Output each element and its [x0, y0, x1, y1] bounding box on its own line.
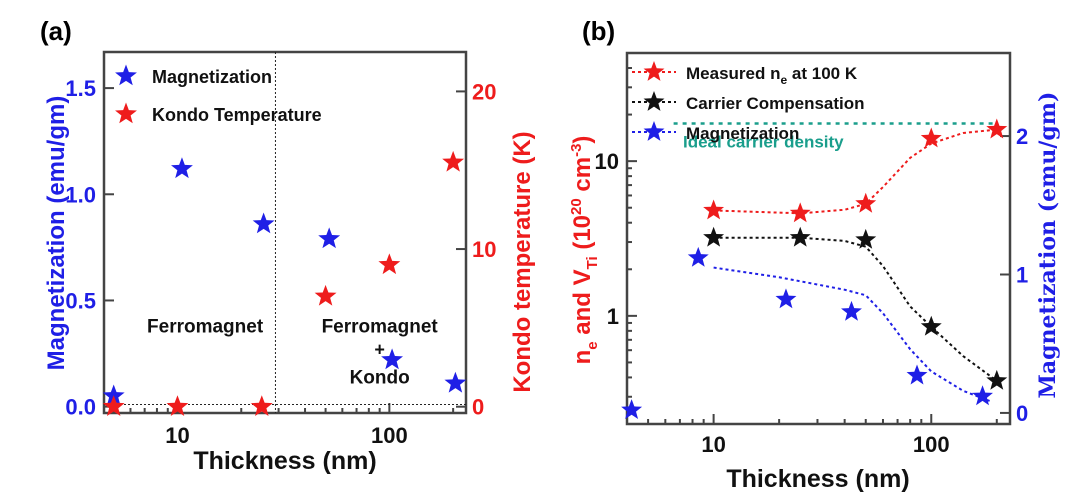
- kondo-temperature-point: [250, 395, 273, 416]
- magnetization-point: [102, 384, 125, 406]
- panel-b-trend-line: [713, 128, 997, 215]
- panel-a-legend-marker: [115, 64, 137, 86]
- panel-b-ylabel-part: (10: [569, 215, 596, 256]
- panel-b-legend-marker: [643, 121, 665, 141]
- measured-ne-point: [986, 118, 1008, 139]
- panel-a-annotation: Ferromagnet: [147, 316, 264, 337]
- panel-a-annotation: +: [374, 340, 385, 360]
- magnetization-point: [171, 157, 193, 179]
- kondo-temperature-point: [166, 395, 189, 416]
- panel-a: (a) 10 100 0.0 0.5 1.0 1.5 0 10 20 Ferromagnet Fe…: [40, 16, 536, 475]
- panel-a-y-left-tick-label: 1.0: [65, 182, 96, 207]
- panel-a-legend: Magnetization Kondo Temperature: [115, 64, 322, 125]
- panel-b-y-right-tick-label: 0: [1016, 401, 1028, 426]
- panel-b-label: (b): [582, 16, 615, 46]
- panel-b-x-tick-label: 100: [913, 432, 950, 457]
- kondo-temperature-point: [378, 253, 401, 275]
- kondo-temperature-point: [102, 395, 125, 416]
- magnetization-point: [318, 227, 341, 249]
- panel-b-ylabel-right: Magnetization (emu/gm): [1035, 92, 1061, 399]
- carrier-compensation-point: [703, 226, 725, 247]
- carrier-compensation-point: [920, 315, 942, 336]
- panel-a-x-tick-label: 100: [371, 423, 408, 448]
- panel-b-legend-suffix: at 100 K: [787, 64, 858, 83]
- measured-ne-point: [703, 199, 725, 220]
- magnetization-point: [972, 385, 993, 406]
- panel-a-annotation: Ferromagnet: [322, 316, 439, 337]
- magnetization-point: [775, 288, 797, 309]
- panel-b-legend: Measured ne at 100 K Carrier Compensation…: [632, 61, 865, 143]
- magnetization-point: [841, 300, 862, 321]
- panel-b-legend-marker: [643, 91, 665, 111]
- panel-b-legend-label: Measured ne at 100 K: [686, 64, 858, 87]
- panel-a-y-right-tick-label: 0: [472, 395, 484, 420]
- panel-a-frame: [102, 50, 468, 415]
- panel-b-x-tick-label: 10: [701, 432, 725, 457]
- panel-b-legend-subscript: e: [780, 73, 787, 87]
- ideal-carrier-density-label: Ideal carrier density: [683, 133, 844, 152]
- magnetization-point: [687, 246, 709, 267]
- panel-a-legend-label: Magnetization: [152, 67, 272, 87]
- magnetization-point: [381, 348, 404, 370]
- panel-b-ylabel-part: e: [584, 341, 601, 349]
- panel-a-label: (a): [40, 16, 72, 46]
- magnetization-point: [444, 371, 467, 393]
- carrier-compensation-point: [789, 226, 811, 247]
- carrier-compensation-point: [986, 369, 1008, 390]
- magnetization-point: [906, 364, 928, 385]
- panel-a-ylabel-right: Kondo temperature (K): [509, 131, 536, 392]
- panel-b-legend-marker: [643, 61, 665, 81]
- panel-b-ylabel-left: ne and VTi (1020 cm-3): [568, 136, 601, 365]
- panel-b-ylabel-part: -3: [568, 144, 585, 157]
- magnetization-point: [621, 399, 643, 420]
- panel-b-frame: [625, 51, 1012, 426]
- panel-b-ylabel-part: ): [569, 136, 596, 144]
- panel-b-legend-label: Magnetization: [686, 124, 799, 143]
- magnetization-point: [252, 212, 275, 234]
- measured-ne-point: [855, 192, 877, 213]
- kondo-temperature-point: [442, 150, 465, 172]
- panel-a-legend-label: Kondo Temperature: [152, 105, 322, 125]
- panel-a-y-right-tick-label: 10: [472, 237, 496, 262]
- panel-b-ylabel-part: and V: [569, 269, 596, 341]
- panel-b-ylabel-part: cm: [569, 157, 596, 198]
- panel-a-legend-marker: [115, 102, 137, 124]
- panel-b-ylabel-part: 20: [568, 198, 585, 215]
- panel-a-y-left-tick-label: 0.0: [65, 395, 96, 420]
- panel-a-y-left-tick-label: 1.5: [65, 76, 96, 101]
- panel-a-y-right-tick-label: 20: [472, 79, 496, 104]
- panel-b-ylabel-part: n: [569, 350, 596, 365]
- panel-a-annotation: Kondo: [350, 367, 410, 388]
- measured-ne-point: [920, 127, 942, 148]
- panel-b-trend-line: [713, 266, 993, 403]
- measured-ne-point: [789, 202, 811, 223]
- panel-a-ylabel-left: Magnetization (emu/gm): [43, 96, 70, 371]
- panel-a-xlabel: Thickness (nm): [193, 447, 376, 475]
- panel-b-y-left-tick-label: 1: [607, 304, 619, 329]
- panel-a-x-tick-label: 10: [165, 423, 189, 448]
- panel-b-y-right-tick-label: 1: [1016, 262, 1028, 287]
- panel-b-ylabel-part: Ti: [584, 256, 601, 269]
- panel-b-xlabel: Thickness (nm): [726, 465, 909, 493]
- panel-b-y-right-tick-label: 2: [1016, 124, 1028, 149]
- panel-a-y-left-tick-label: 0.5: [65, 288, 96, 313]
- panel-b-legend-label: Carrier Compensation: [686, 94, 865, 113]
- kondo-temperature-point: [314, 284, 337, 306]
- carrier-compensation-point: [855, 228, 877, 249]
- panel-b-y-left-tick-label: 10: [595, 149, 619, 174]
